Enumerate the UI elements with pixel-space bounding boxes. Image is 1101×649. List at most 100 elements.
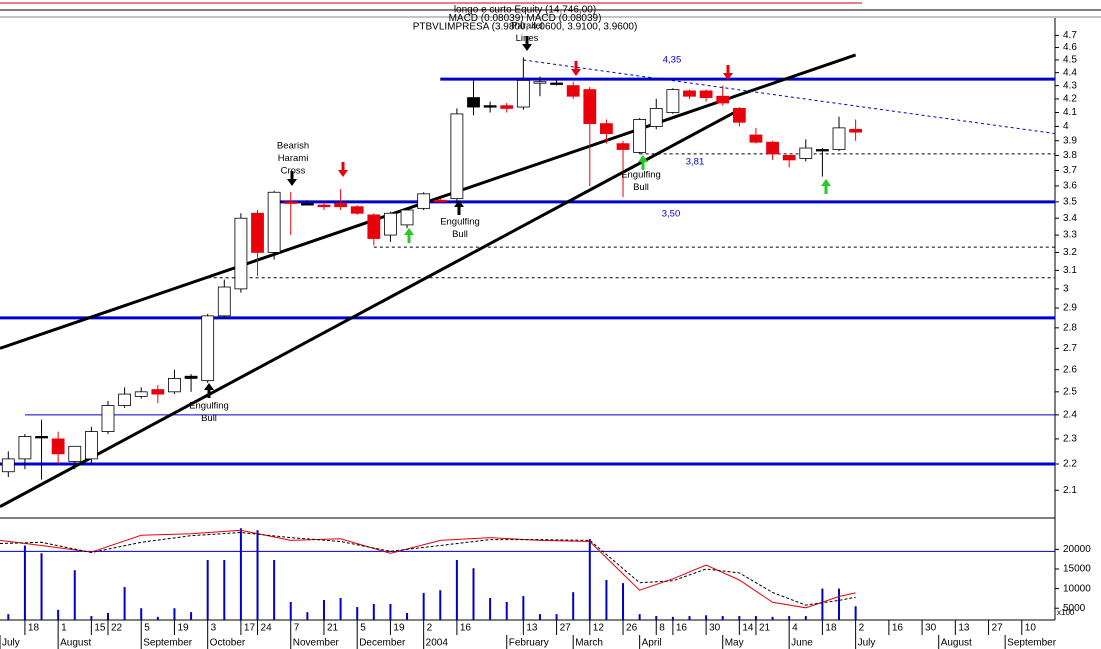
candle-body <box>533 81 547 84</box>
indicator-line <box>0 531 856 606</box>
x-tick-label: 27 <box>992 623 1004 634</box>
month-label: February <box>509 638 549 649</box>
y-tick-label: 3.5 <box>1063 196 1077 207</box>
y-tick-label: 20000 <box>1063 544 1091 555</box>
x-tick-label: 1 <box>61 623 67 634</box>
annotation: Bull <box>633 182 649 193</box>
candle-body <box>816 149 829 152</box>
x-tick-label: 4 <box>792 623 798 634</box>
annotation: Harami <box>278 153 309 164</box>
candle-body <box>600 123 613 134</box>
y-tick-label: 4.5 <box>1063 55 1077 66</box>
x-tick-label: 5 <box>360 623 366 634</box>
indicator-line <box>0 529 856 609</box>
x-tick-label: 12 <box>593 623 605 634</box>
candle-body <box>51 438 65 455</box>
candle-body <box>68 445 82 462</box>
candle-body <box>616 143 630 150</box>
x-tick-label: 15 <box>94 623 106 634</box>
y-tick-label: 2.9 <box>1063 303 1077 314</box>
candle-body <box>516 79 530 108</box>
annotation: Bearish <box>277 141 309 152</box>
y-tick-label: 4.7 <box>1063 30 1077 41</box>
arrow <box>522 36 532 51</box>
candle-body <box>267 191 281 253</box>
y-tick-label: 2.2 <box>1063 459 1077 470</box>
annotation: Engulfing <box>189 401 229 412</box>
candle-body <box>433 199 447 203</box>
y-tick-label: 2.3 <box>1063 434 1077 445</box>
arrow <box>571 61 581 76</box>
arrow <box>454 200 464 215</box>
x-tick-label: 22 <box>111 623 123 634</box>
header-text: MACD (0.08039) MACD (0.08039) <box>449 13 602 24</box>
annotation: Bull <box>201 413 217 424</box>
x-tick-label: 21 <box>327 623 339 634</box>
annotation: Bull <box>452 229 468 240</box>
month-label: July <box>2 638 20 649</box>
month-label: May <box>725 638 744 649</box>
candle-body <box>251 212 264 253</box>
candle-body <box>832 127 846 150</box>
x-tick-label: 30 <box>709 623 721 634</box>
month-label: August <box>60 638 91 649</box>
x-tick-label: 24 <box>261 623 273 634</box>
month-label: April <box>642 638 662 649</box>
arrow <box>821 179 831 194</box>
candle-body <box>749 134 763 143</box>
candle-body <box>633 119 647 153</box>
candle-body <box>766 141 779 155</box>
unit-label: x100 <box>1057 608 1075 617</box>
header-text: PTBVLIMPRESA (3.9800, 4.0600, 3.9100, 3.… <box>413 22 638 33</box>
annotation: 3,81 <box>686 157 705 168</box>
y-tick-label: 15000 <box>1063 564 1091 575</box>
candle-body <box>168 378 181 393</box>
x-tick-label: 3 <box>211 623 217 634</box>
annotation: 3,50 <box>662 209 681 220</box>
candle-body <box>666 89 680 113</box>
y-tick-label: 2.8 <box>1063 322 1077 333</box>
x-tick-label: 13 <box>526 623 538 634</box>
y-tick-label: 2.6 <box>1063 364 1077 375</box>
candle-body <box>101 405 115 432</box>
x-tick-label: 30 <box>925 623 937 634</box>
candle-body <box>317 204 331 208</box>
candle-body <box>184 375 198 379</box>
arrow <box>338 162 348 177</box>
candle-body <box>300 203 314 206</box>
y-tick-label: 2.5 <box>1063 386 1077 397</box>
arrow <box>723 65 733 80</box>
x-tick-label: 16 <box>460 623 472 634</box>
y-tick-label: 3.4 <box>1063 213 1077 224</box>
y-tick-label: 2.7 <box>1063 343 1077 354</box>
x-tick-label: 17 <box>244 623 256 634</box>
candle-body <box>716 95 730 104</box>
y-tick-label: 2.1 <box>1063 485 1077 496</box>
candle-body <box>334 203 347 208</box>
month-label: March <box>575 638 603 649</box>
candle-body <box>483 105 497 108</box>
x-tick-label: 10 <box>1025 623 1037 634</box>
x-tick-label: 2 <box>859 623 865 634</box>
candle-body <box>782 155 796 161</box>
candle-body <box>367 214 381 239</box>
y-tick-label: 4 <box>1063 121 1069 132</box>
candle-body <box>201 315 215 382</box>
y-tick-label: 3.7 <box>1063 165 1077 176</box>
candle-body <box>18 436 32 460</box>
candle-body <box>417 193 431 209</box>
arrow <box>204 383 214 398</box>
annotation: Engulfing <box>621 170 661 181</box>
candle-body <box>400 209 414 226</box>
x-tick-label: 18 <box>28 623 40 634</box>
candle-body <box>384 212 397 236</box>
candle-body <box>649 108 663 127</box>
y-tick-label: 3.3 <box>1063 230 1077 241</box>
candle-body <box>35 436 48 439</box>
y-tick-label: 3.9 <box>1063 135 1077 146</box>
candle-body <box>467 97 480 108</box>
y-tick-label: 5000 <box>1063 603 1086 614</box>
y-tick-label: 2.4 <box>1063 410 1077 421</box>
candle-body <box>217 286 231 317</box>
candle-body <box>849 128 863 133</box>
